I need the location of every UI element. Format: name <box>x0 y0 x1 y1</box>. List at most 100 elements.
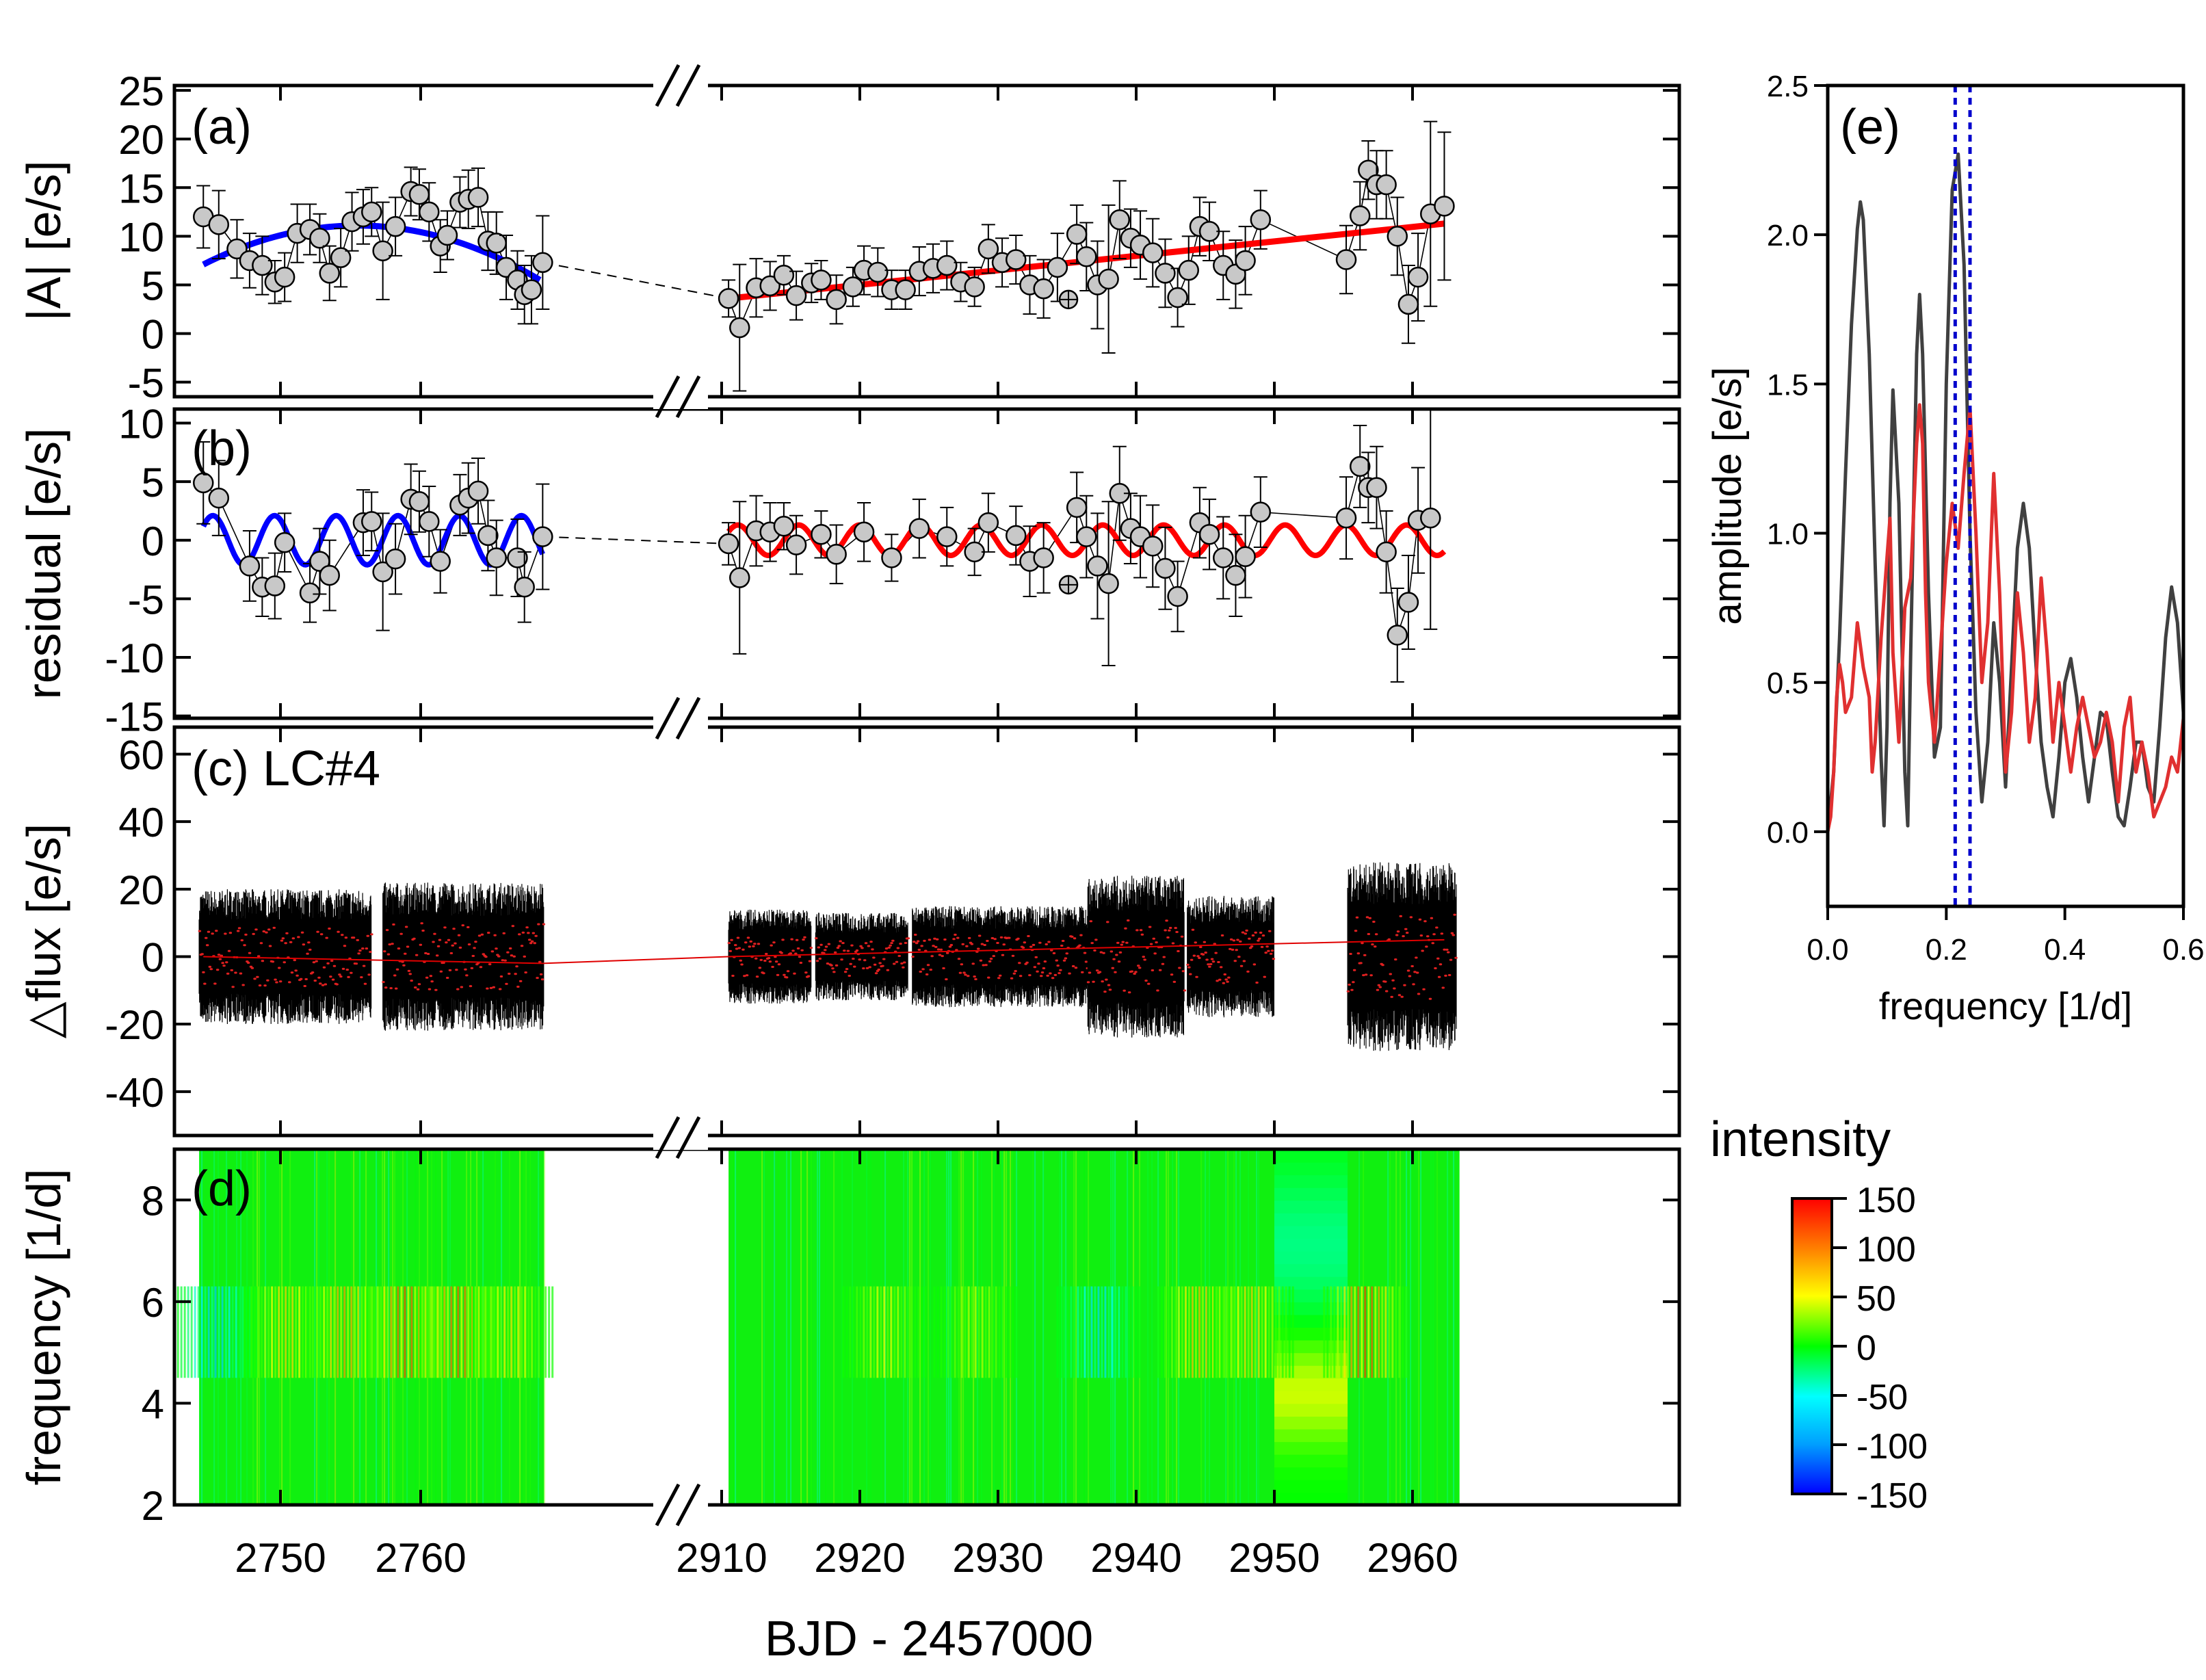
x-tick-label: 2960 <box>1367 1535 1458 1581</box>
lightcurve-segment <box>1187 895 1274 1018</box>
heatmap-blob <box>1323 1286 1326 1378</box>
e-y-tick-label: 0.0 <box>1767 816 1809 850</box>
heatmap-blob <box>440 1286 443 1378</box>
heatmap-blob <box>257 1286 260 1378</box>
heatmap-blob <box>357 1286 360 1378</box>
data-point <box>895 279 916 300</box>
heatmap-blob <box>378 1286 380 1378</box>
heatmap-blob <box>1278 1286 1281 1378</box>
heatmap-blob <box>384 1286 387 1378</box>
heatmap-stripe <box>1256 1149 1258 1505</box>
data-point <box>208 214 230 235</box>
data-point <box>1167 586 1188 607</box>
heatmap-blob <box>302 1286 305 1378</box>
heatmap-blob <box>498 1286 501 1378</box>
heatmap-blob <box>254 1286 257 1378</box>
heatmap-blob <box>1271 1286 1274 1378</box>
y-tick-label-b: -5 <box>128 577 164 622</box>
heatmap-blob <box>1080 1286 1083 1378</box>
panel-b-ylabel: residual [e/s] <box>17 428 70 700</box>
heatmap-blob <box>914 1286 917 1378</box>
heatmap-blob <box>971 1286 973 1378</box>
heatmap-blob <box>1350 1286 1353 1378</box>
heatmap-gap-cell <box>1274 1161 1348 1176</box>
heatmap-blob <box>330 1286 332 1378</box>
heatmap-stripe <box>406 1149 408 1505</box>
heatmap-blob <box>1244 1286 1246 1378</box>
heatmap-stripe <box>1453 1149 1455 1505</box>
data-point <box>1142 242 1164 263</box>
heatmap-stripe <box>402 1149 404 1505</box>
heatmap-blob <box>484 1286 487 1378</box>
heatmap-stripe <box>841 1149 843 1505</box>
heatmap-blob <box>1073 1286 1076 1378</box>
data-point <box>811 523 832 545</box>
heatmap-blob <box>481 1286 484 1378</box>
heatmap-blob <box>443 1286 446 1378</box>
heatmap-blob <box>400 1286 403 1378</box>
y-tick-label-a: 0 <box>142 312 164 358</box>
heatmap-stripe <box>353 1149 355 1505</box>
heatmap-blob <box>495 1286 497 1378</box>
heatmap-blob <box>247 1286 250 1378</box>
heatmap-gap-cell <box>1274 1174 1348 1188</box>
data-point <box>419 511 440 532</box>
x-tick-label: 2910 <box>676 1535 767 1581</box>
heatmap-blob <box>381 1286 384 1378</box>
heatmap-blob <box>1371 1286 1374 1378</box>
gap-link <box>542 536 729 544</box>
heatmap-blob <box>1254 1286 1257 1378</box>
data-point <box>430 551 451 572</box>
heatmap-blob <box>1170 1286 1173 1378</box>
heatmap-stripe <box>1436 1149 1439 1505</box>
heatmap-blob <box>1395 1286 1397 1378</box>
heatmap-blob <box>491 1286 494 1378</box>
heatmap-blob <box>460 1286 463 1378</box>
heatmap-stripe <box>774 1149 776 1505</box>
heatmap-blob <box>1184 1286 1187 1378</box>
heatmap-stripe <box>1410 1149 1412 1505</box>
heatmap-blob <box>1361 1286 1363 1378</box>
heatmap-blob <box>393 1286 396 1378</box>
heatmap-blob <box>245 1286 248 1378</box>
axis-break-slash <box>675 64 701 107</box>
heatmap-blob <box>856 1286 858 1378</box>
heatmap-stripe <box>1065 1149 1067 1505</box>
data-point <box>1006 249 1027 270</box>
data-point <box>1198 523 1220 545</box>
data-point <box>507 547 528 568</box>
data-point <box>1434 196 1455 217</box>
heatmap-blob <box>551 1286 554 1378</box>
heatmap-blob <box>490 1286 493 1378</box>
lightcurve-segment <box>815 913 908 1001</box>
data-point <box>1397 592 1419 613</box>
panel-c-frame <box>172 725 1681 1138</box>
heatmap-blob <box>988 1286 990 1378</box>
heatmap-blob <box>1222 1286 1224 1378</box>
heatmap-blob <box>880 1286 882 1378</box>
heatmap-blob <box>480 1286 482 1378</box>
heatmap-blob <box>380 1286 382 1378</box>
data-point <box>264 575 286 596</box>
heatmap-blob <box>1056 1286 1059 1378</box>
heatmap-blob <box>1326 1286 1329 1378</box>
lightcurve-model <box>1186 928 1276 984</box>
heatmap-blob <box>500 1286 503 1378</box>
colorbar: intensity 150 100 50 0 -50 -100 -150 <box>1710 1112 1928 1516</box>
data-point <box>467 187 489 208</box>
heatmap-blob <box>1164 1286 1166 1378</box>
heatmap-blob <box>1208 1286 1211 1378</box>
heatmap-blob <box>347 1286 350 1378</box>
heatmap-stripe <box>778 1149 780 1505</box>
heatmap-blob <box>333 1286 336 1378</box>
heatmap-gap-cell <box>1274 1149 1348 1163</box>
heatmap-stripe <box>1127 1149 1129 1505</box>
heatmap-blob <box>1257 1286 1260 1378</box>
data-point <box>419 201 440 223</box>
heatmap-blob <box>541 1286 544 1378</box>
heatmap-blob <box>991 1286 994 1378</box>
panel-b-label: (b) <box>192 421 252 476</box>
heatmap-blob <box>419 1286 422 1378</box>
heatmap-blob <box>180 1286 183 1378</box>
heatmap-blob <box>893 1286 896 1378</box>
